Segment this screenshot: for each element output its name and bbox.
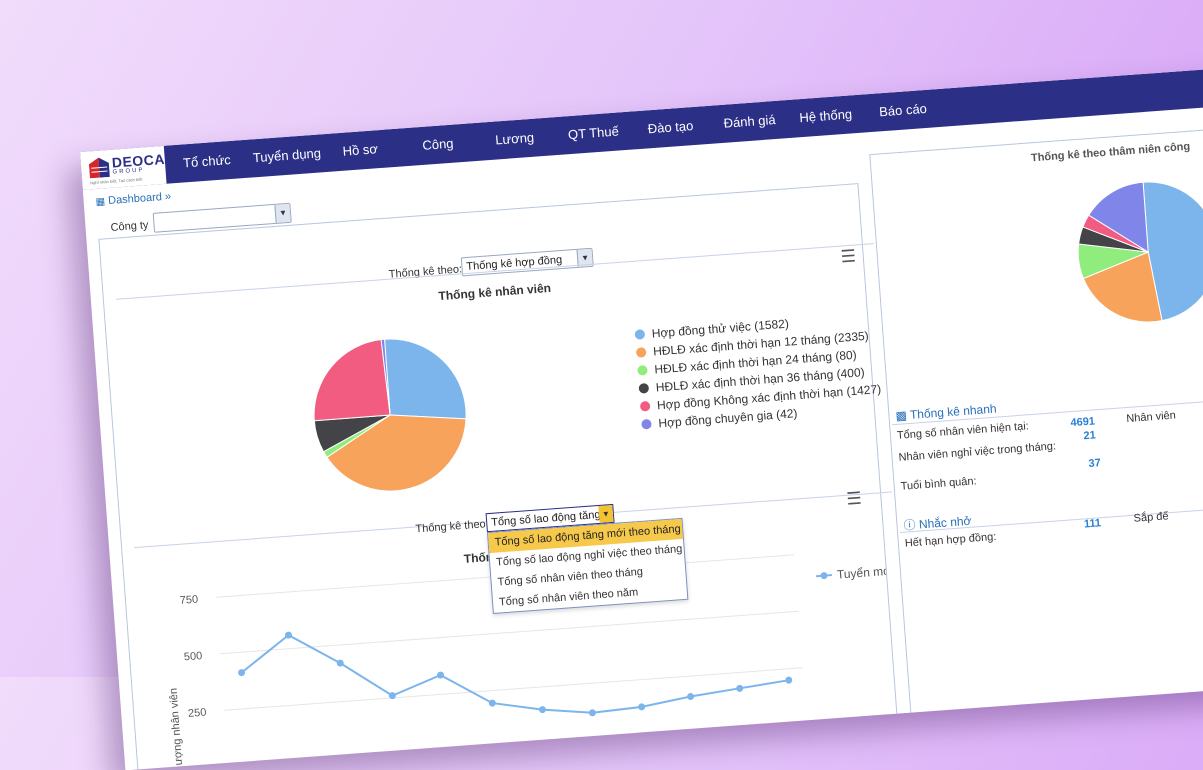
- nav-dao-tao[interactable]: Đào tạo: [647, 118, 694, 137]
- legend-dot: [639, 400, 651, 412]
- legend-dot: [635, 347, 647, 358]
- employee-chart-box: Thống kê nhân viên ☰ Hợp đồng thử việc (…: [115, 243, 893, 549]
- data-point[interactable]: [238, 669, 246, 677]
- pie-slice[interactable]: [309, 338, 391, 422]
- chevron-down-icon[interactable]: ▼: [598, 504, 614, 523]
- stat-value: 37: [1088, 457, 1102, 470]
- stat-label: Tổng số nhân viên hiện tại:: [896, 420, 1030, 442]
- y-tick-label: 250: [188, 707, 207, 720]
- stat-extra-label: Sắp đế: [1133, 510, 1169, 525]
- stat-extra-label: Nhân viên: [1125, 409, 1177, 426]
- pie-slice[interactable]: [1087, 181, 1149, 256]
- pie-slice[interactable]: [1082, 251, 1163, 326]
- nav-luong[interactable]: Lương: [494, 129, 535, 148]
- stat-value: 4691: [1070, 415, 1096, 430]
- seniority-panel: Thống kê theo thâm niên công ▩ Thống kê …: [869, 124, 1203, 715]
- nav-he-thong[interactable]: Hệ thống: [798, 106, 853, 126]
- legend-dot: [634, 329, 646, 340]
- legend-label[interactable]: Tuyển mới: [836, 564, 894, 582]
- sitemap-icon: ▦: [95, 196, 106, 208]
- bar-chart-icon: ▩: [895, 408, 908, 423]
- menu-icon[interactable]: ☰: [845, 488, 863, 509]
- company-label: Công ty: [110, 219, 149, 234]
- data-point[interactable]: [588, 709, 596, 717]
- contract-pie-chart: [309, 334, 471, 495]
- stat-value: 21: [1083, 429, 1097, 443]
- menu-icon[interactable]: ☰: [840, 246, 857, 267]
- y-tick-label: 500: [183, 650, 202, 663]
- logo[interactable]: DEOCA GROUP Nghĩ nhân biết, Tạo cách biế…: [80, 145, 167, 190]
- chart-title: Thống kê nhân viên: [438, 280, 552, 304]
- y-tick-label: 750: [179, 594, 198, 607]
- nav-danh-gia[interactable]: Đánh giá: [723, 111, 777, 131]
- data-point[interactable]: [488, 699, 496, 707]
- seniority-chart-title: Thống kê theo thâm niên công: [1030, 140, 1191, 165]
- seniority-pie-chart: [1077, 177, 1203, 326]
- legend-dot: [638, 382, 650, 394]
- nav-bao-cao[interactable]: Báo cáo: [878, 100, 928, 120]
- stat-value[interactable]: 111: [1083, 517, 1102, 531]
- nav-qt-thue[interactable]: QT Thuế: [567, 123, 620, 143]
- stat-label: Tuổi bình quân:: [900, 475, 978, 493]
- nav-cong[interactable]: Công: [421, 135, 454, 153]
- logo-icon: [88, 157, 110, 179]
- top-navbar: DEOCA GROUP Nghĩ nhân biết, Tạo cách biế…: [80, 65, 1203, 190]
- breadcrumb-dashboard[interactable]: Dashboard »: [107, 190, 172, 208]
- pie-slice[interactable]: [383, 334, 467, 425]
- stat-label: Hết hạn hợp đồng:: [904, 530, 997, 550]
- y-axis-label: ượng nhân viên: [168, 688, 186, 766]
- breadcrumb[interactable]: ▦ Dashboard »: [95, 190, 171, 207]
- nav-ho-so[interactable]: Hồ sơ: [342, 141, 379, 159]
- chevron-down-icon[interactable]: ▼: [274, 203, 291, 223]
- data-point[interactable]: [687, 692, 695, 700]
- data-point[interactable]: [285, 631, 293, 639]
- data-point[interactable]: [736, 684, 744, 692]
- pie-slice[interactable]: [380, 338, 391, 416]
- data-point[interactable]: [437, 671, 445, 679]
- series-line: [240, 633, 789, 714]
- data-point[interactable]: [336, 659, 344, 667]
- logo-slogan: Nghĩ nhân biết, Tạo cách biết: [90, 176, 143, 186]
- nav-to-chuc[interactable]: Tổ chức: [182, 152, 232, 171]
- pie-slice[interactable]: [1142, 177, 1203, 322]
- labor-filter-dropdown: Tổng số lao động tăng mới theo tháng Tổn…: [486, 517, 689, 614]
- stats-panel: Thống kê theo: Thống kê hợp đồng ▼ Thống…: [98, 183, 899, 770]
- nav-tuyen-dung[interactable]: Tuyển dụng: [252, 145, 322, 166]
- grid-line: [224, 667, 803, 711]
- logo-subtext: GROUP: [112, 167, 145, 176]
- legend-dot: [820, 572, 828, 580]
- legend-dot: [637, 365, 648, 376]
- data-point[interactable]: [538, 706, 546, 714]
- data-point[interactable]: [638, 703, 646, 711]
- stat-label: Nhân viên nghỉ việc trong tháng:: [898, 440, 1057, 464]
- data-point[interactable]: [785, 676, 793, 684]
- pie-slice[interactable]: [324, 409, 471, 495]
- grid-line: [220, 610, 799, 655]
- app-window: DEOCA GROUP Nghĩ nhân biết, Tạo cách biế…: [80, 65, 1203, 770]
- legend-dot: [641, 418, 652, 430]
